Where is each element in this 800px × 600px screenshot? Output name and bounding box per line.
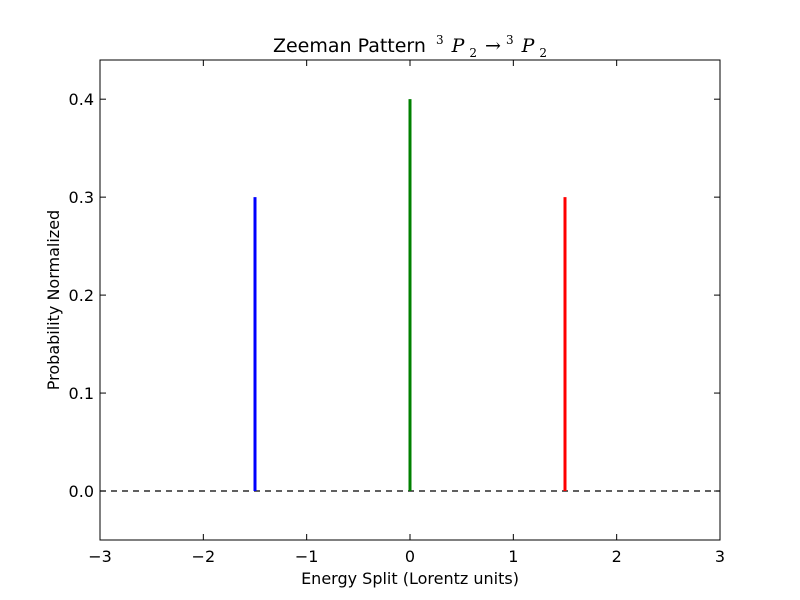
x-tick-label: 2 xyxy=(612,547,622,566)
x-tick-label: 0 xyxy=(405,547,415,566)
title-left-sup: 3 xyxy=(436,33,444,47)
title-prefix: Zeeman Pattern xyxy=(273,35,426,57)
y-tick-label: 0.3 xyxy=(69,188,94,207)
y-tick-label: 0.0 xyxy=(69,482,94,501)
x-axis-ticks: −3 −2 −1 0 1 2 3 xyxy=(88,60,725,566)
x-tick-label: 3 xyxy=(715,547,725,566)
x-tick-label: −2 xyxy=(192,547,216,566)
x-tick-label: −3 xyxy=(88,547,112,566)
y-tick-label: 0.4 xyxy=(69,90,94,109)
title-right-letter: P xyxy=(521,35,536,57)
chart-title: Zeeman Pattern 3 P 2 → 3 P 2 xyxy=(273,31,547,61)
y-axis-label: Probability Normalized xyxy=(44,210,63,390)
title-right-sub: 2 xyxy=(539,46,547,60)
title-left-letter: P xyxy=(451,35,466,57)
x-tick-label: −1 xyxy=(295,547,319,566)
y-tick-label: 0.2 xyxy=(69,286,94,305)
x-axis-label: Energy Split (Lorentz units) xyxy=(301,569,519,588)
title-arrow: → xyxy=(485,35,501,57)
title-right-sup: 3 xyxy=(506,33,514,47)
spectral-lines xyxy=(253,99,567,492)
x-tick-label: 1 xyxy=(508,547,518,566)
y-tick-label: 0.1 xyxy=(69,384,94,403)
title-left-sub: 2 xyxy=(469,46,477,60)
y-axis-ticks: 0.0 0.1 0.2 0.3 0.4 xyxy=(69,90,720,501)
